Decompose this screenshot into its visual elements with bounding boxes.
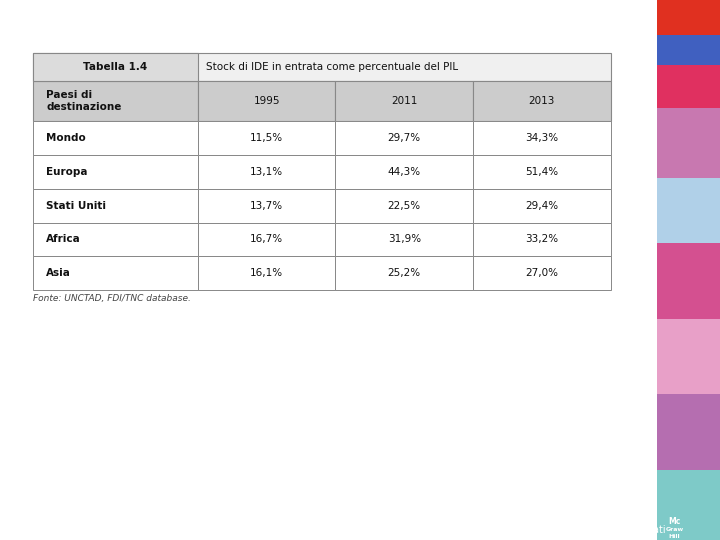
Bar — [198, 81, 336, 121]
Text: Hill: Hill — [669, 534, 680, 539]
Text: Mondo: Mondo — [46, 133, 86, 143]
Text: Africa: Africa — [46, 234, 81, 245]
Bar — [198, 222, 336, 256]
Text: Paesi di
destinazione: Paesi di destinazione — [46, 90, 122, 112]
Text: Matteo Caroli: Matteo Caroli — [8, 525, 73, 536]
Bar — [33, 81, 198, 121]
Bar — [657, 394, 720, 470]
Text: 2013: 2013 — [528, 96, 555, 106]
Bar — [33, 188, 198, 222]
Bar — [336, 256, 473, 291]
Text: 16,7%: 16,7% — [250, 234, 283, 245]
Text: Tabella 1.4: Tabella 1.4 — [84, 62, 148, 72]
Text: Graw: Graw — [665, 527, 684, 532]
Text: 44,3%: 44,3% — [387, 167, 420, 177]
Bar — [657, 470, 720, 540]
Text: Europa: Europa — [46, 167, 88, 177]
Bar — [473, 188, 611, 222]
Text: 22,5%: 22,5% — [387, 200, 420, 211]
Text: Asia: Asia — [46, 268, 71, 279]
Text: 33,2%: 33,2% — [526, 234, 559, 245]
Text: Gestione delle imprese internazionali 3/ed: Gestione delle imprese internazionali 3/… — [8, 510, 272, 521]
Text: 11,5%: 11,5% — [250, 133, 283, 143]
Bar — [473, 154, 611, 188]
Text: 27,0%: 27,0% — [526, 268, 559, 279]
Bar — [336, 188, 473, 222]
Bar — [473, 222, 611, 256]
Bar — [473, 256, 611, 291]
Bar — [657, 319, 720, 394]
Text: Copyright © 2016: Copyright © 2016 — [473, 510, 562, 521]
Bar — [473, 81, 611, 121]
Bar — [336, 81, 473, 121]
Bar — [33, 256, 198, 291]
Text: Fonte: UNCTAD, FDI/TNC database.: Fonte: UNCTAD, FDI/TNC database. — [33, 294, 191, 303]
Bar — [657, 65, 720, 108]
Bar — [657, 108, 720, 178]
Text: Capitolo 1  -   L’internazionalizzazione delle imprese: scenari e tendenze: Capitolo 1 - L’internazionalizzazione de… — [8, 10, 606, 24]
Bar — [473, 121, 611, 154]
Bar — [336, 222, 473, 256]
Bar — [33, 222, 198, 256]
Bar — [198, 154, 336, 188]
Bar — [657, 35, 720, 65]
Text: Stati Uniti: Stati Uniti — [46, 200, 106, 211]
Text: 29,7%: 29,7% — [387, 133, 420, 143]
Text: Stock di IDE in entrata come percentuale del PIL: Stock di IDE in entrata come percentuale… — [206, 62, 458, 72]
Bar — [657, 178, 720, 243]
Text: 34,3%: 34,3% — [526, 133, 559, 143]
Text: 29,4%: 29,4% — [526, 200, 559, 211]
Bar — [657, 243, 720, 319]
Text: 31,9%: 31,9% — [387, 234, 420, 245]
Text: 51,4%: 51,4% — [526, 167, 559, 177]
Text: Tutti i diritti di riproduzione sono vietati: Tutti i diritti di riproduzione sono vie… — [473, 525, 666, 536]
Text: 1995: 1995 — [253, 96, 280, 106]
Bar — [198, 121, 336, 154]
Bar — [33, 53, 611, 81]
Bar — [336, 121, 473, 154]
Text: 25,2%: 25,2% — [387, 268, 420, 279]
Bar — [33, 121, 198, 154]
Text: Mc: Mc — [668, 517, 681, 526]
Bar — [336, 154, 473, 188]
Bar — [33, 154, 198, 188]
Text: 16,1%: 16,1% — [250, 268, 283, 279]
Text: 13,1%: 13,1% — [250, 167, 283, 177]
Text: 13,7%: 13,7% — [250, 200, 283, 211]
Bar — [198, 188, 336, 222]
Bar — [657, 0, 720, 35]
Text: 2011: 2011 — [391, 96, 418, 106]
Bar — [198, 256, 336, 291]
Bar — [33, 53, 198, 81]
